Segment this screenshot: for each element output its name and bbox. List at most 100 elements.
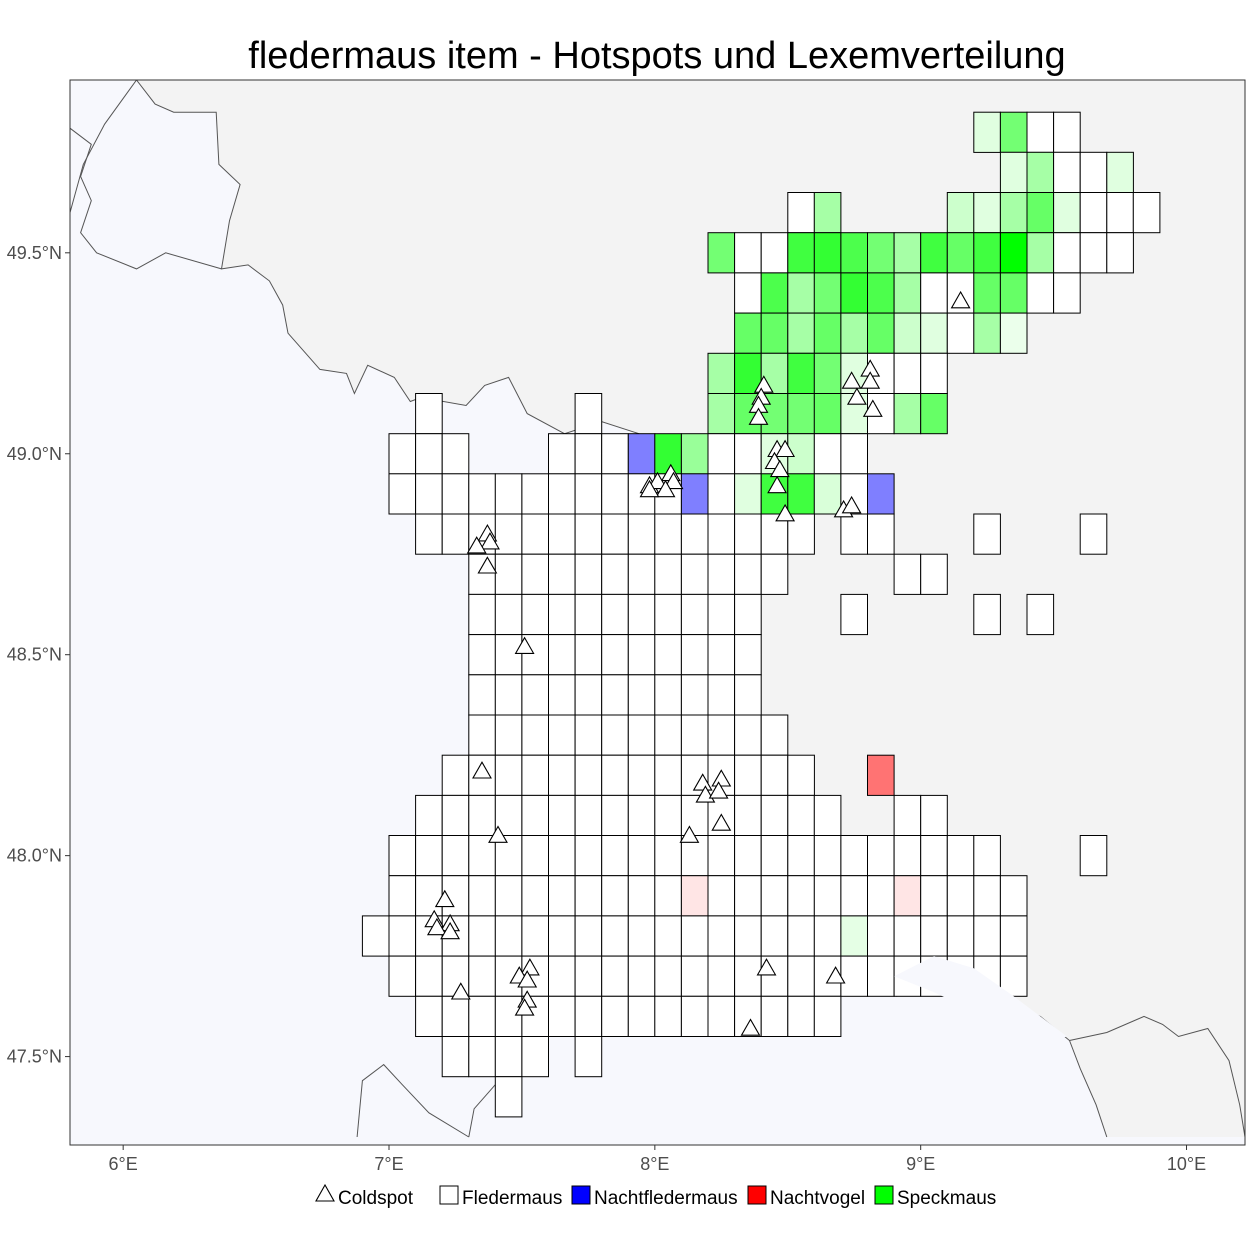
grid-cell-fledermaus <box>494 754 523 796</box>
grid-cell-speckmaus <box>893 393 922 435</box>
grid-cell-fledermaus <box>946 312 975 354</box>
grid-cell-fledermaus <box>548 875 576 917</box>
grid-cell-fledermaus <box>760 754 789 796</box>
grid-cell-fledermaus <box>734 835 762 877</box>
grid-cell-fledermaus <box>893 915 922 957</box>
grid-cell-speckmaus <box>787 473 815 515</box>
grid-cell-fledermaus <box>787 955 815 997</box>
cell-base <box>894 875 921 916</box>
cell-base <box>681 875 708 916</box>
grid-cell-fledermaus <box>867 513 895 555</box>
grid-cell-fledermaus <box>468 674 496 716</box>
grid-cell-fledermaus <box>680 593 709 636</box>
grid-cell-fledermaus <box>548 593 576 636</box>
grid-cell-fledermaus <box>734 433 762 475</box>
grid-cell-fledermaus <box>415 513 443 555</box>
grid-cell-fledermaus <box>813 875 842 917</box>
grid-cell-speckmaus <box>787 232 815 274</box>
grid-cell-speckmaus <box>813 192 842 234</box>
y-tick-label: 49.0°N <box>7 444 62 464</box>
grid-cell-speckmaus <box>813 312 842 354</box>
grid-cell-speckmaus <box>680 433 709 475</box>
coldspot-marker <box>775 439 796 458</box>
coldspot-marker <box>846 387 867 405</box>
grid-cell-speckmaus <box>920 232 948 274</box>
grid-cell-fledermaus <box>388 433 417 475</box>
grid-cell-fledermaus <box>867 955 895 997</box>
coldspot-marker <box>480 532 500 550</box>
grid-cell-speckmaus <box>867 232 895 274</box>
grid-cell-fledermaus <box>734 674 762 716</box>
grid-cell-fledermaus <box>494 915 523 957</box>
grid-cell-speckmaus <box>813 352 842 394</box>
grid-cell-fledermaus <box>441 1036 470 1078</box>
coldspot-marker <box>767 475 788 494</box>
grid-cell-fledermaus <box>574 714 603 756</box>
grid-cell-fledermaus <box>760 995 789 1037</box>
legend-key-nachtfledermaus <box>571 1185 591 1205</box>
legend: Coldspot Fledermaus Nachtfledermaus Nachtvo… <box>315 1183 996 1209</box>
grid-cell-fledermaus <box>760 232 789 274</box>
grid-cell-fledermaus <box>574 473 603 515</box>
grid-cell-fledermaus <box>574 875 603 917</box>
grid-cells <box>361 111 1161 1118</box>
grid-cell-fledermaus <box>574 513 603 555</box>
coldspot-marker <box>477 556 498 574</box>
grid-cell-speckmaus <box>999 151 1028 194</box>
grid-cell-fledermaus <box>654 593 682 636</box>
grid-cell-fledermaus <box>388 875 417 917</box>
grid-cell-fledermaus <box>760 915 789 957</box>
grid-cell-speckmaus <box>760 312 789 354</box>
coldspot-marker <box>655 479 676 498</box>
grid-cell-fledermaus <box>813 794 842 837</box>
grid-cell-fledermaus <box>627 875 656 917</box>
grid-cell-fledermaus <box>707 553 736 595</box>
coldspot-marker <box>841 495 862 514</box>
coldspot-marker <box>862 399 883 417</box>
coldspot-marker <box>426 917 447 936</box>
grid-cell-fledermaus <box>574 754 603 796</box>
grid-cell-fledermaus <box>601 995 629 1037</box>
grid-cell-fledermaus <box>787 794 815 837</box>
grid-cell-fledermaus <box>574 1036 603 1078</box>
panel-frame <box>69 79 1246 1146</box>
y-tick-label: 47.5°N <box>7 1047 62 1067</box>
grid-cell-fledermaus <box>361 915 390 957</box>
grid-cell-speckmaus <box>973 232 1001 274</box>
grid-cell-fledermaus <box>601 513 629 555</box>
grid-cell-fledermaus <box>441 433 470 475</box>
border-austria <box>1069 1015 1245 1138</box>
coldspot-marker <box>450 982 471 1000</box>
grid-cell-fledermaus <box>920 553 948 595</box>
grid-cell-fledermaus <box>627 593 656 636</box>
grid-cell-speckmaus <box>840 915 869 957</box>
grid-cell-speckmaus <box>760 272 789 314</box>
grid-cell-fledermaus <box>920 794 948 837</box>
grid-cell-nachtvogel <box>893 875 922 917</box>
grid-cell-fledermaus <box>521 674 550 716</box>
grid-cell-fledermaus <box>548 754 576 796</box>
grid-cell-fledermaus <box>999 955 1028 997</box>
x-tick-label: 9°E <box>906 1154 935 1174</box>
grid-cell-fledermaus <box>654 513 682 555</box>
grid-cell-fledermaus <box>680 995 709 1037</box>
grid-cell-fledermaus <box>707 634 736 676</box>
grid-cell-fledermaus <box>1106 192 1134 234</box>
grid-cell-fledermaus <box>867 915 895 957</box>
grid-cell-speckmaus <box>973 272 1001 314</box>
grid-cell-fledermaus <box>415 995 443 1037</box>
grid-cell-nachtfledermaus <box>627 433 656 475</box>
cell-base <box>947 192 974 233</box>
grid-cell-fledermaus <box>893 553 922 595</box>
coldspot-marker <box>647 471 668 490</box>
coldspot-marker <box>950 290 971 309</box>
cell-base <box>1027 232 1054 273</box>
legend-key-fledermaus <box>439 1185 459 1205</box>
grid-cell-speckmaus <box>867 272 895 314</box>
grid-cell-fledermaus <box>1053 111 1081 153</box>
border-swiss-french <box>356 1063 470 1138</box>
grid-cell-fledermaus <box>654 634 682 676</box>
grid-cell-fledermaus <box>388 915 417 957</box>
grid-cell-fledermaus <box>548 634 576 676</box>
grid-cell-fledermaus <box>840 835 869 877</box>
